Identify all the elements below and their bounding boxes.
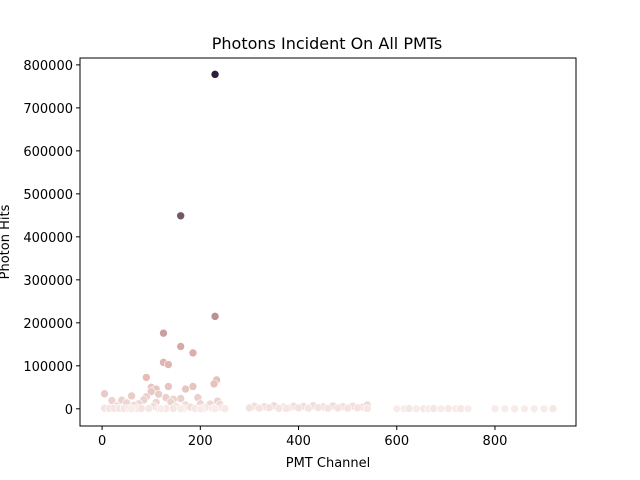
data-point [137, 404, 146, 413]
data-point [176, 404, 185, 414]
data-point [343, 403, 352, 413]
data-point [209, 379, 219, 389]
data-point [362, 404, 372, 413]
y-axis-ticks: 0 100000 200000 300000 400000 500000 600000 700… [23, 59, 80, 418]
data-point [510, 404, 519, 414]
data-point [548, 404, 558, 413]
y-tick-label: 700000 [23, 102, 73, 117]
plot-frame [79, 57, 577, 427]
data-point [490, 404, 500, 414]
data-point [463, 404, 473, 414]
data-point [188, 382, 198, 391]
data-point [176, 342, 185, 351]
data-point [529, 404, 539, 414]
y-axis-label: Photon Hits [0, 204, 13, 279]
data-point [100, 389, 109, 399]
data-point [245, 403, 254, 413]
data-point [274, 404, 284, 413]
data-point [127, 404, 136, 414]
data-point [520, 404, 529, 414]
y-tick-label: 400000 [23, 231, 73, 246]
data-point [353, 403, 362, 413]
data-point [313, 403, 323, 412]
data-point [164, 360, 173, 369]
x-tick-label: 0 [98, 434, 106, 449]
y-tick-label: 200000 [23, 317, 73, 332]
data-point [220, 404, 230, 414]
data-point [294, 403, 303, 413]
chart-title: Photons Incident On All PMTs [212, 34, 442, 53]
data-point [500, 404, 510, 414]
data-point [456, 404, 465, 413]
data-point [210, 312, 220, 321]
data-point [159, 328, 168, 338]
data-point [176, 211, 185, 221]
x-axis-label: PMT Channel [286, 456, 371, 471]
data-point [154, 389, 163, 399]
y-tick-label: 800000 [23, 59, 73, 74]
data-point [539, 404, 549, 414]
x-tick-label: 200 [188, 434, 213, 449]
x-axis-ticks: 0 200 400 600 800 [98, 426, 507, 449]
x-tick-label: 800 [483, 434, 508, 449]
data-point [323, 403, 333, 413]
data-point [210, 404, 220, 414]
data-points [100, 70, 558, 414]
data-point [127, 391, 136, 401]
data-point [141, 373, 151, 382]
data-point [429, 404, 438, 413]
data-point [156, 404, 166, 414]
y-tick-label: 0 [65, 403, 73, 418]
data-point [169, 404, 178, 413]
data-point [144, 404, 154, 413]
data-point [254, 403, 264, 413]
y-tick-label: 500000 [23, 188, 73, 203]
x-tick-label: 600 [384, 434, 409, 449]
data-point [444, 404, 453, 414]
data-point [281, 404, 291, 413]
y-tick-label: 600000 [23, 145, 73, 160]
y-tick-label: 100000 [23, 360, 73, 375]
data-point [210, 70, 220, 79]
data-point [264, 403, 274, 413]
x-tick-label: 400 [286, 434, 311, 449]
data-point [196, 404, 205, 414]
data-point [436, 404, 446, 414]
y-tick-label: 300000 [23, 274, 73, 289]
data-point [412, 404, 421, 414]
data-point [181, 384, 190, 394]
data-point [164, 382, 173, 391]
data-point [404, 404, 414, 413]
data-point [188, 348, 198, 358]
data-point [333, 403, 343, 413]
data-point [392, 404, 402, 414]
data-point [304, 403, 313, 413]
